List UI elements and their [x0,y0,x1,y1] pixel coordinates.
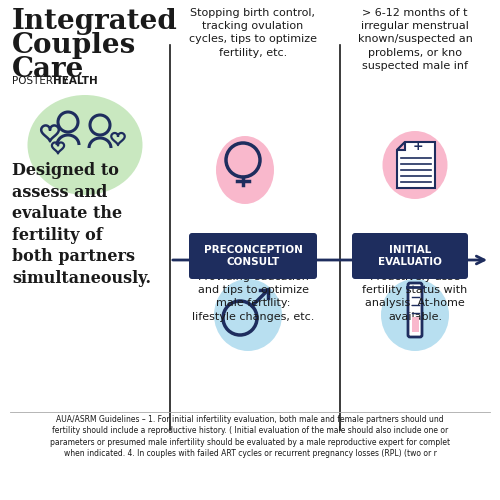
Text: Designed to
assess and
evaluate the
fertility of
both partners
simultaneously.: Designed to assess and evaluate the fert… [12,162,151,287]
Ellipse shape [381,279,449,351]
Ellipse shape [214,279,282,351]
Text: Proactively asse
fertility status with
analysis. At-home
available.: Proactively asse fertility status with a… [362,272,468,322]
Text: Care: Care [12,56,85,83]
FancyBboxPatch shape [408,283,422,337]
Text: Providing education
and tips to optimize
male fertility:
lifestyle changes, etc.: Providing education and tips to optimize… [192,272,314,322]
FancyBboxPatch shape [352,233,468,279]
Text: > 6-12 months of t
irregular menstrual
known/suspected an
problems, or kno
suspe: > 6-12 months of t irregular menstrual k… [358,8,472,71]
Text: HEALTH: HEALTH [53,76,98,86]
Text: Couples: Couples [12,32,136,59]
Text: AUA/ASRM Guidelines – 1. For initial infertility evaluation, both male and femal: AUA/ASRM Guidelines – 1. For initial inf… [50,415,450,459]
Ellipse shape [216,136,274,204]
Polygon shape [397,142,435,188]
Text: Stopping birth control,
tracking ovulation
cycles, tips to optimize
fertility, e: Stopping birth control, tracking ovulati… [189,8,317,58]
Text: PRECONCEPTION
CONSULT: PRECONCEPTION CONSULT [204,245,302,267]
Text: +: + [412,140,424,153]
Ellipse shape [382,131,448,199]
FancyBboxPatch shape [189,233,317,279]
Text: POSTERITY: POSTERITY [12,76,68,86]
Polygon shape [397,142,405,150]
Text: INITIAL
EVALUATIO: INITIAL EVALUATIO [378,245,442,267]
Polygon shape [412,317,418,332]
Ellipse shape [28,95,142,195]
Text: Integrated: Integrated [12,8,178,35]
